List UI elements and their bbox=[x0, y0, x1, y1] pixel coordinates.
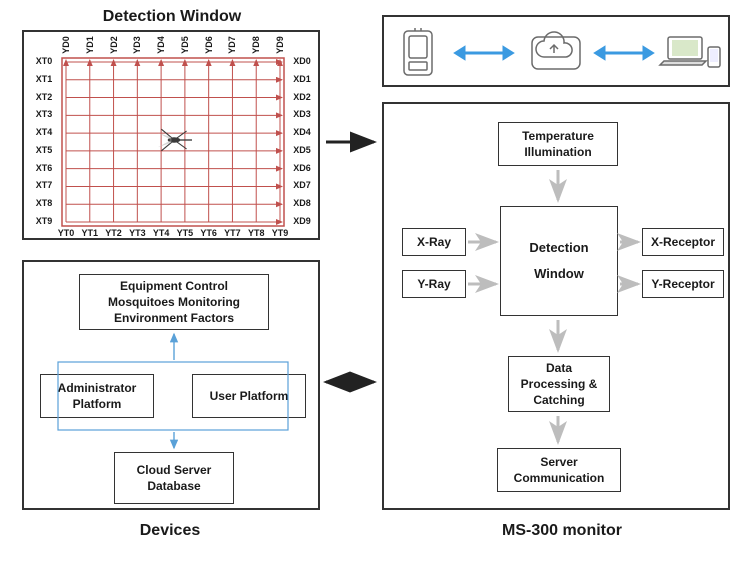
grid-label: YD5 bbox=[180, 33, 190, 57]
grid-label: XD9 bbox=[290, 216, 314, 226]
grid-label: YT6 bbox=[197, 228, 221, 238]
title-ms300: MS-300 monitor bbox=[482, 522, 642, 540]
panel-detection-window: YD0YD1YD2YD3YD4YD5YD6YD7YD8YD9YT0YT1YT2Y… bbox=[22, 30, 320, 240]
grid-label: YT8 bbox=[244, 228, 268, 238]
box-server-communication: Server Communication bbox=[497, 448, 621, 492]
grid-label: XT1 bbox=[32, 74, 56, 84]
box-x-ray: X-Ray bbox=[402, 228, 466, 256]
grid-label: XD7 bbox=[290, 180, 314, 190]
panel-cloud-strip bbox=[382, 15, 730, 87]
grid-label: XT0 bbox=[32, 56, 56, 66]
grid-label: YD9 bbox=[275, 33, 285, 57]
box-y-ray: Y-Ray bbox=[402, 270, 466, 298]
grid-label: XT3 bbox=[32, 109, 56, 119]
box-temperature-illumination: Temperature Illumination bbox=[498, 122, 618, 166]
grid-label: XT5 bbox=[32, 145, 56, 155]
grid-label: YD7 bbox=[227, 33, 237, 57]
title-devices: Devices bbox=[120, 522, 220, 540]
grid-label: YT3 bbox=[125, 228, 149, 238]
grid-label: XT4 bbox=[32, 127, 56, 137]
grid-label: YT4 bbox=[149, 228, 173, 238]
grid-label: XT8 bbox=[32, 198, 56, 208]
grid-label: YD8 bbox=[251, 33, 261, 57]
panel-devices: Equipment Control Mosquitoes Monitoring … bbox=[22, 260, 320, 510]
grid-label: XD4 bbox=[290, 127, 314, 137]
grid-label: XT7 bbox=[32, 180, 56, 190]
grid-label: YT9 bbox=[268, 228, 292, 238]
box-y-receptor: Y-Receptor bbox=[642, 270, 724, 298]
box-equipment-control: Equipment Control Mosquitoes Monitoring … bbox=[79, 274, 269, 330]
grid-label: YD6 bbox=[204, 33, 214, 57]
diagram-root: Detection Window YD0 YD1 YD2 YD3 YD4 YD5 YD6 YD… bbox=[12, 12, 738, 551]
grid-label: YT1 bbox=[78, 228, 102, 238]
grid-label: XT6 bbox=[32, 163, 56, 173]
grid-label: YT2 bbox=[102, 228, 126, 238]
title-detection-window: Detection Window bbox=[72, 8, 272, 26]
box-cloud-server-db: Cloud Server Database bbox=[114, 452, 234, 504]
box-admin-platform: Administrator Platform bbox=[40, 374, 154, 418]
box-data-processing: Data Processing & Catching bbox=[508, 356, 610, 412]
grid-label: XD6 bbox=[290, 163, 314, 173]
box-user-platform: User Platform bbox=[192, 374, 306, 418]
grid-label: XD0 bbox=[290, 56, 314, 66]
grid-label: XD2 bbox=[290, 92, 314, 102]
grid-label: YT5 bbox=[173, 228, 197, 238]
grid-label: YD1 bbox=[85, 33, 95, 57]
grid-label: XD1 bbox=[290, 74, 314, 84]
grid-label: YD4 bbox=[156, 33, 166, 57]
box-detection-window: Detection Window bbox=[500, 206, 618, 316]
grid-label: XT2 bbox=[32, 92, 56, 102]
grid-label: YD0 bbox=[61, 33, 71, 57]
panel-ms300: Temperature Illumination X-Ray Y-Ray Det… bbox=[382, 102, 730, 510]
grid-label: YT0 bbox=[54, 228, 78, 238]
cloud-strip-svg bbox=[384, 17, 732, 89]
grid-label: YD3 bbox=[132, 33, 142, 57]
grid-label: YT7 bbox=[220, 228, 244, 238]
grid-label: XD5 bbox=[290, 145, 314, 155]
box-x-receptor: X-Receptor bbox=[642, 228, 724, 256]
grid-label: XD3 bbox=[290, 109, 314, 119]
grid-label: XD8 bbox=[290, 198, 314, 208]
grid-label: YD2 bbox=[109, 33, 119, 57]
grid-label: XT9 bbox=[32, 216, 56, 226]
